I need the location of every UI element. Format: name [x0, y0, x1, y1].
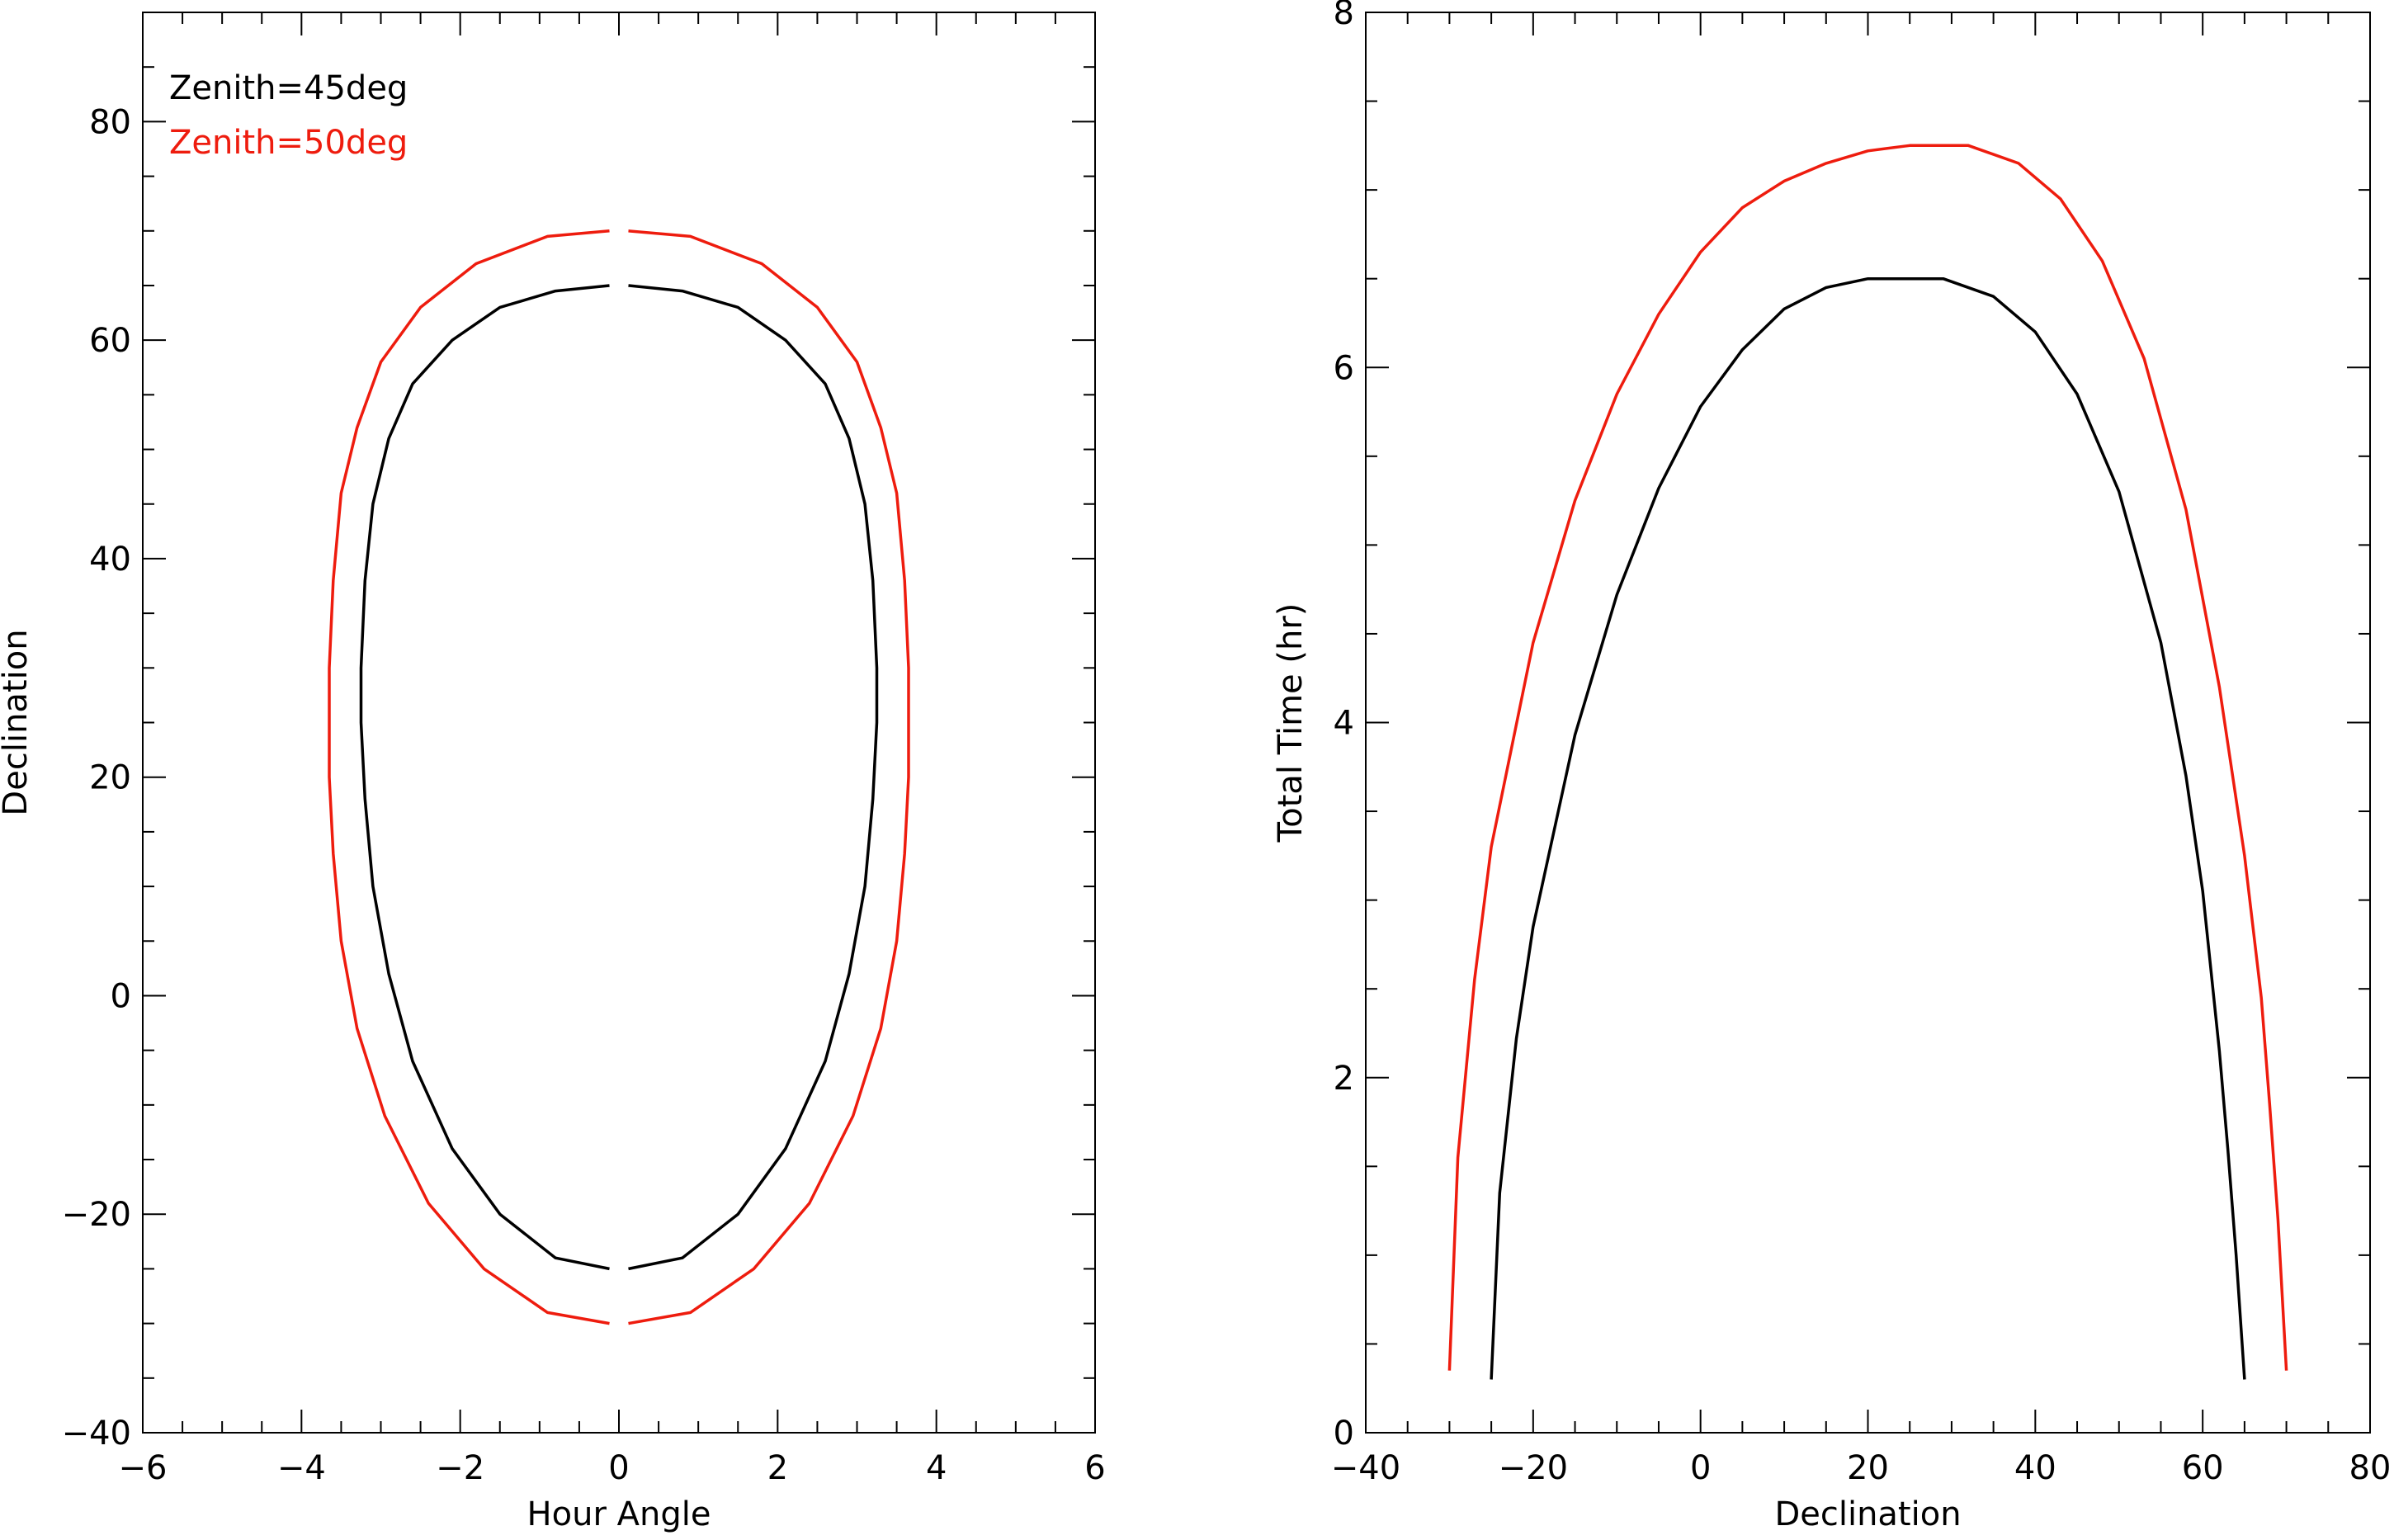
series-0-segment-0-line [1490, 276, 2246, 1380]
y-tick-label: 2 [1334, 1060, 1354, 1098]
y-tick-label: 4 [1334, 705, 1354, 743]
legend: Zenith=45deg Zenith=50deg [169, 69, 408, 162]
y-tick-label: 6 [1334, 349, 1354, 387]
x-tick-label: 60 [2182, 1449, 2224, 1487]
legend-entry-zenith-45: Zenith=45deg [169, 69, 408, 107]
x-tick-label: −40 [1331, 1449, 1400, 1487]
series-0-segment-1-line [628, 284, 879, 1271]
x-tick-label: −4 [277, 1449, 326, 1487]
plot-frame [142, 12, 1096, 1434]
y-tick-label: 40 [89, 541, 131, 579]
y-tick-label: 0 [111, 977, 131, 1015]
x-tick-label: 6 [1084, 1449, 1105, 1487]
x-axis-title: Declination [1774, 1495, 1961, 1533]
right-panel-declination-vs-total-time: −40 −20 0 20 40 60 80 0 2 4 6 8 Declination Total Tim… [1272, 0, 2391, 1533]
x-tick-label: −6 [119, 1449, 168, 1487]
series-1-segment-0-line [1447, 144, 2288, 1371]
y-tick-label: 80 [89, 103, 131, 141]
legend-entry-zenith-50: Zenith=50deg [169, 124, 408, 162]
y-tick-label: 20 [89, 759, 131, 797]
series-0-segment-0-line [359, 284, 610, 1271]
y-axis-title: Total Time (hr) [1272, 603, 1310, 843]
x-tick-label: 20 [1847, 1449, 1889, 1487]
x-tick-label: −20 [1499, 1449, 1568, 1487]
y-tick-label: −40 [62, 1415, 131, 1453]
x-tick-label: 4 [926, 1449, 947, 1487]
x-tick-label: 40 [2014, 1449, 2056, 1487]
x-tick-label: 80 [2349, 1449, 2392, 1487]
x-axis-title: Hour Angle [527, 1495, 711, 1533]
y-axis-title: Declination [0, 629, 35, 815]
x-tick-label: 0 [1690, 1449, 1711, 1487]
x-tick-label: 0 [608, 1449, 629, 1487]
series-1-segment-1-line [628, 229, 910, 1325]
y-tick-label: 0 [1334, 1415, 1354, 1453]
series-1-segment-0-line [328, 229, 610, 1325]
y-tick-label: 8 [1334, 0, 1354, 32]
y-tick-label: −20 [62, 1196, 131, 1234]
x-tick-label: −2 [436, 1449, 484, 1487]
y-tick-label: 60 [89, 322, 131, 360]
x-tick-label: 2 [767, 1449, 788, 1487]
